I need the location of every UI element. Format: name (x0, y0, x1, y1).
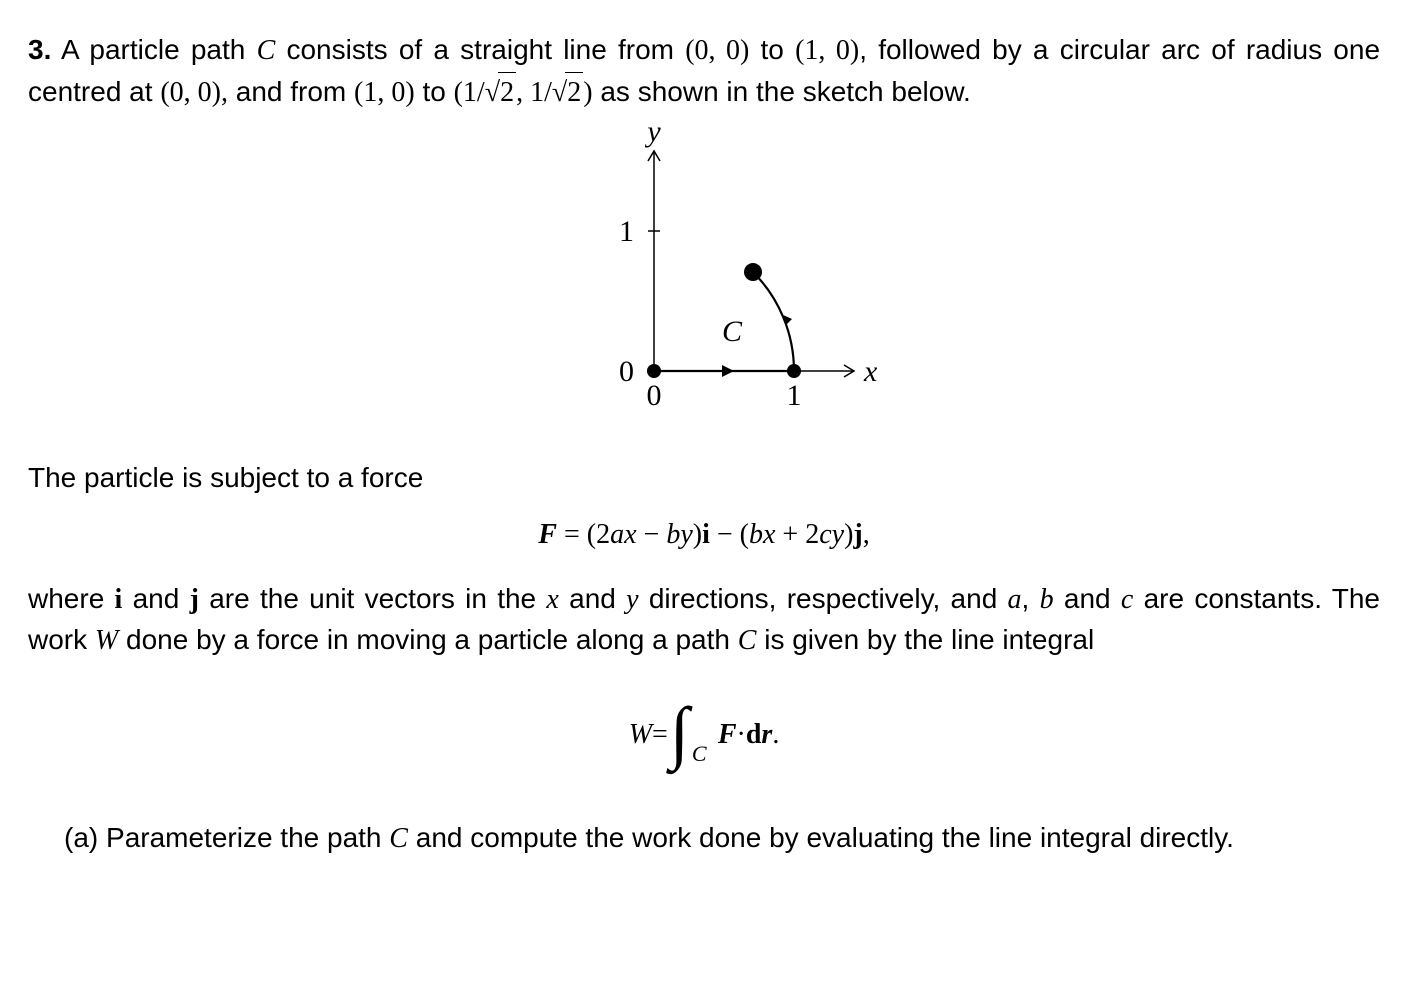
eq-close1: ) (693, 519, 702, 550)
eq-eq: = (2 (564, 519, 610, 550)
point-00: (0, 0) (685, 35, 749, 66)
var-x: x (546, 584, 558, 615)
sqrt-2: √2 (552, 72, 583, 114)
label-zero-y: 0 (619, 355, 634, 388)
force-equation: F = (2ax − by)i − (bx + 2cy)j, (28, 519, 1380, 551)
label-x: x (863, 355, 878, 388)
eqw-d: d (746, 719, 762, 751)
eqw-dot: · (737, 719, 746, 751)
var-W: W (95, 625, 118, 656)
label-one-x: 1 (787, 379, 802, 412)
eq-by: by (666, 519, 692, 550)
work-equation-row: W = ∫ C F · dr. (629, 719, 780, 751)
part-a-label: (a) (64, 822, 98, 853)
where-paragraph: where i and j are the unit vectors in th… (28, 579, 1380, 662)
point-10b: (1, 0) (354, 77, 415, 108)
text-intro-e: and from (236, 76, 354, 107)
problem-number: 3. (28, 34, 51, 65)
cal-C-2: C (738, 625, 757, 656)
cal-C-3: C (389, 823, 408, 854)
eq-j: j (853, 519, 862, 550)
point-end (744, 263, 762, 281)
where-f: , (1022, 583, 1040, 614)
bold-j: j (190, 584, 199, 615)
page: 3. A particle path C consists of a strai… (0, 0, 1408, 906)
eq-F: F (538, 519, 557, 550)
label-zero-x: 0 (647, 379, 662, 412)
sqrt-2-rad: 2 (565, 72, 583, 114)
eq-end: , (863, 519, 870, 550)
comma-1: , (859, 34, 867, 65)
point-one-zero (787, 364, 801, 378)
text-intro-c: to (761, 34, 796, 65)
bold-i: i (115, 584, 123, 615)
var-c: c (1121, 584, 1133, 615)
eq-m1: − (644, 519, 667, 550)
text-intro-a: A particle path (61, 34, 257, 65)
where-e: directions, respectively, and (649, 583, 1008, 614)
where-a: where (28, 583, 115, 614)
arc-arrow-icon (781, 314, 792, 325)
where-b: and (133, 583, 190, 614)
point-10: (1, 0) (795, 35, 859, 66)
subject-line: The particle is subject to a force (28, 458, 1380, 499)
part-a-text: Parameterize the path (106, 822, 389, 853)
var-b: b (1040, 584, 1054, 615)
problem-intro: 3. A particle path C consists of a strai… (28, 30, 1380, 113)
text-intro-b: consists of a straight line from (286, 34, 685, 65)
psqrt-close: ) (583, 77, 592, 108)
eq-close2: ) (844, 519, 853, 550)
where-g: and (1064, 583, 1121, 614)
where-j: is given by the line integral (764, 624, 1094, 655)
part-a: (a) Parameterize the path C and compute … (28, 818, 1380, 860)
cal-C-1: C (257, 35, 276, 66)
where-i: done by a force in moving a particle alo… (126, 624, 738, 655)
var-y: y (626, 584, 638, 615)
segment-arrow-icon (722, 365, 734, 377)
eqw-r: r (761, 719, 772, 751)
point-origin (647, 364, 661, 378)
eq-cy: cy (819, 519, 844, 550)
var-a: a (1008, 584, 1022, 615)
text-intro-g: as shown in the sketch below. (600, 76, 970, 107)
text-intro-f: to (422, 76, 453, 107)
eqw-eq: = (652, 719, 668, 751)
label-C: C (722, 315, 743, 348)
sqrt-1: √2 (485, 72, 516, 114)
eqw-F: F (718, 719, 737, 751)
path-figure: x y 0 0 1 1 C (28, 131, 1380, 436)
eqw-W: W (629, 719, 652, 751)
work-equation: W = ∫ C F · dr. (28, 680, 1380, 790)
eq-ax: ax (610, 519, 636, 550)
eq-bx: bx (749, 519, 775, 550)
path-svg: x y 0 0 1 1 C (534, 131, 874, 431)
where-c: are the unit vectors in the (209, 583, 546, 614)
point-00b: (0, 0), (160, 77, 228, 108)
eq-m2: − ( (717, 519, 749, 550)
psqrt-mid: , 1/ (516, 77, 552, 108)
integral-symbol: ∫ (670, 699, 689, 769)
integral-icon: ∫ C (670, 734, 710, 735)
eq-p: + 2 (782, 519, 819, 550)
eq-i: i (702, 519, 710, 550)
integral-sub: C (692, 741, 707, 767)
where-d: and (569, 583, 626, 614)
eqw-dotend: . (772, 719, 779, 751)
label-y: y (644, 115, 661, 148)
label-one-y: 1 (619, 215, 634, 248)
sqrt-1-rad: 2 (498, 72, 516, 114)
part-a-text2: and compute the work done by evaluating … (408, 822, 1234, 853)
psqrt-open: (1/ (454, 77, 485, 108)
